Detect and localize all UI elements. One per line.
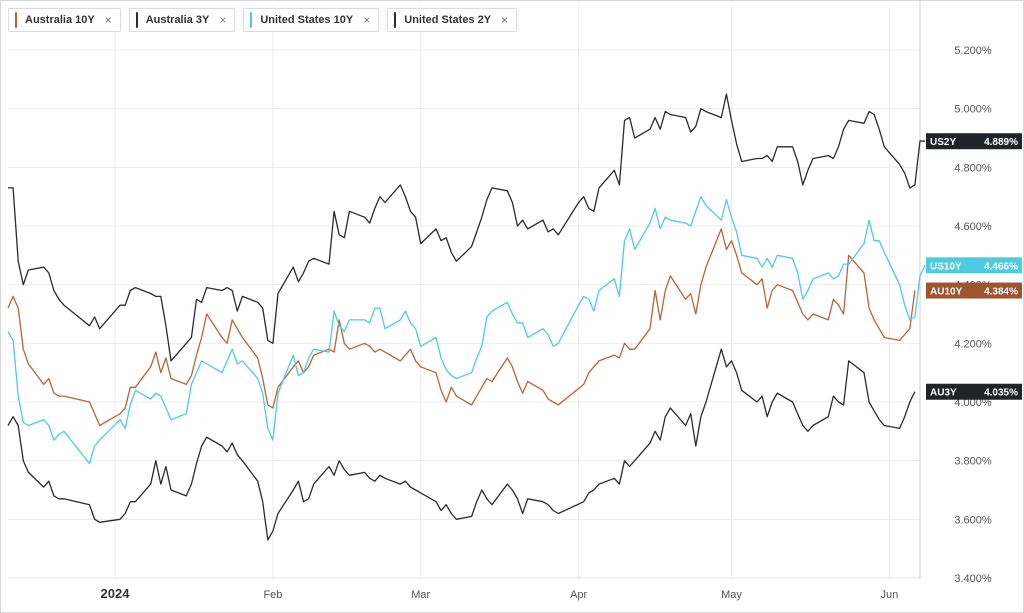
legend-item-australia-10y[interactable]: Australia 10Y × <box>8 8 121 32</box>
legend: Australia 10Y × Australia 3Y × United St… <box>8 8 518 32</box>
legend-swatch <box>135 12 138 28</box>
badge-symbol: AU3Y <box>930 388 957 399</box>
badge-value: 4.035% <box>984 388 1018 399</box>
legend-label: United States 2Y <box>404 14 492 26</box>
badge-background <box>926 383 1022 400</box>
y-tick-label: 5.200% <box>954 45 992 57</box>
x-tick-label: 2024 <box>101 586 131 601</box>
x-tick-label: May <box>721 589 742 601</box>
legend-item-united-states-2y[interactable]: United States 2Y × <box>387 8 518 32</box>
badge-symbol: US10Y <box>930 261 962 272</box>
legend-label: United States 10Y <box>260 14 354 26</box>
legend-label: Australia 10Y <box>25 14 95 26</box>
badge-background <box>926 282 1022 299</box>
last-value-badge-au10y: AU10Y 4.384% <box>926 282 1022 299</box>
y-tick-label: 4.800% <box>954 162 992 174</box>
x-tick-label: Feb <box>263 589 282 601</box>
y-tick-label: 4.000% <box>954 397 992 409</box>
series-line-us2y <box>8 93 926 362</box>
badge-symbol: AU10Y <box>930 287 963 298</box>
badge-symbol: US2Y <box>930 137 956 148</box>
last-value-badge-au3y: AU3Y 4.035% <box>926 383 1022 400</box>
close-icon[interactable]: × <box>501 13 509 27</box>
legend-swatch <box>394 12 397 28</box>
y-tick-label: 5.000% <box>954 104 992 116</box>
badge-value: 4.889% <box>984 137 1018 148</box>
series-line-us10y <box>7 196 926 465</box>
x-tick-label: Apr <box>570 589 587 601</box>
close-icon[interactable]: × <box>219 13 227 27</box>
gridlines <box>8 6 920 579</box>
close-icon[interactable]: × <box>104 13 112 27</box>
close-icon[interactable]: × <box>363 13 371 27</box>
x-tick-label: Mar <box>411 589 430 601</box>
badge-value: 4.466% <box>984 261 1018 272</box>
last-value-badge-us10y: US10Y 4.466% <box>926 257 1022 274</box>
y-tick-label: 4.200% <box>954 338 992 350</box>
x-tick-label: Jun <box>881 589 899 601</box>
y-tick-label: 3.800% <box>954 456 992 468</box>
legend-item-australia-3y[interactable]: Australia 3Y × <box>128 8 236 32</box>
last-value-badge-us2y: US2Y 4.889% <box>926 133 1022 150</box>
legend-label: Australia 3Y <box>145 14 210 26</box>
badge-value: 4.384% <box>984 287 1018 298</box>
y-tick-label: 3.400% <box>954 573 992 585</box>
legend-swatch <box>15 12 17 28</box>
badge-background <box>926 257 1022 274</box>
badge-background <box>926 133 1022 150</box>
y-tick-label: 4.600% <box>954 221 992 233</box>
series-line-au3y <box>7 348 916 541</box>
legend-item-united-states-10y[interactable]: United States 10Y × <box>243 8 380 32</box>
y-tick-label: 3.600% <box>954 514 992 526</box>
legend-swatch <box>250 12 253 28</box>
series-line-au10y <box>7 228 916 427</box>
